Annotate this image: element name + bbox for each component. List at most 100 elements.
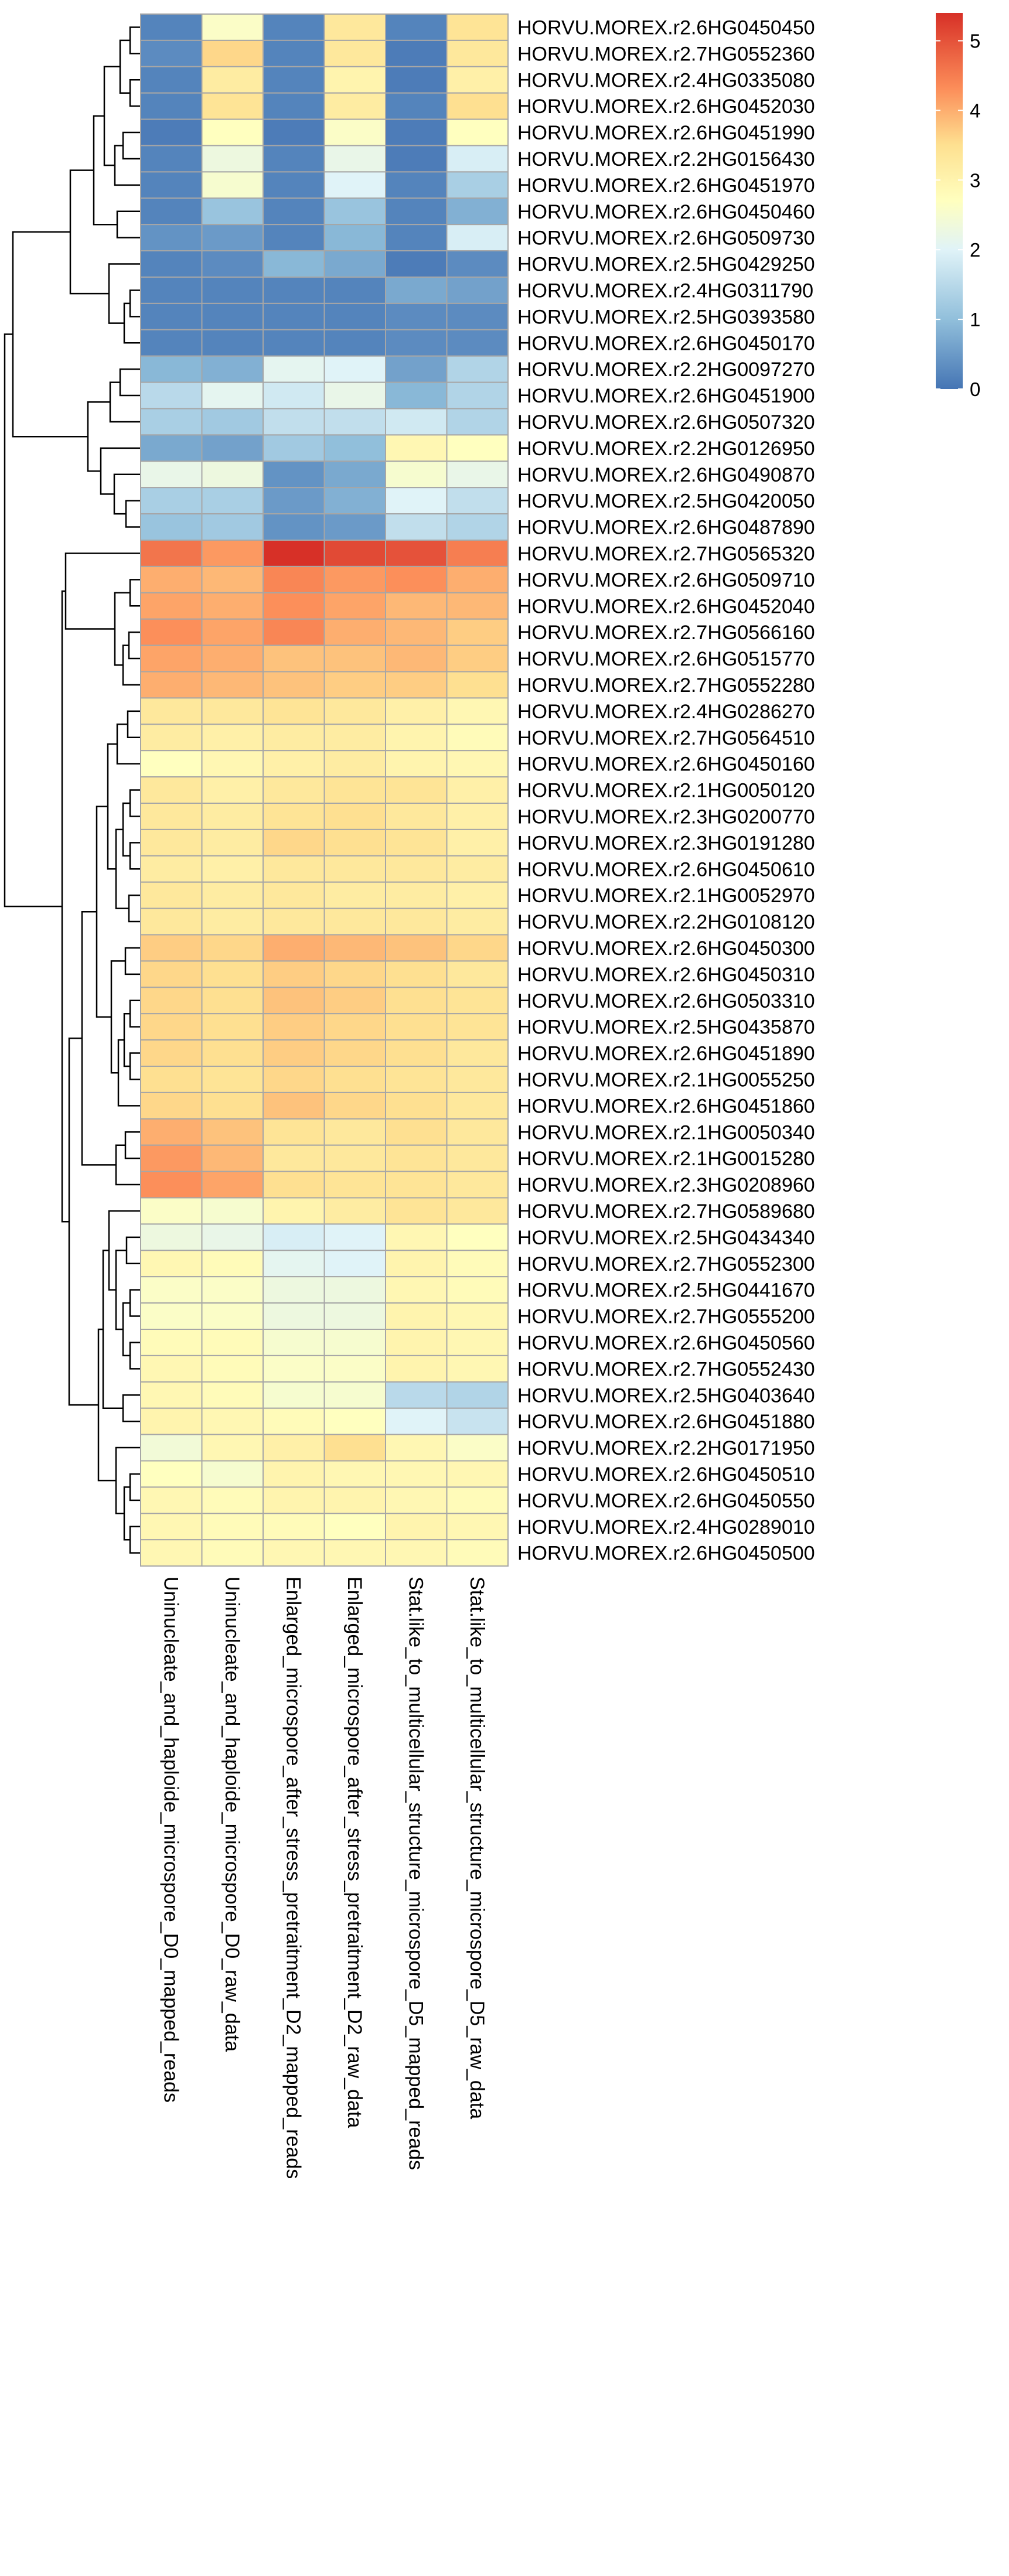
heatmap-cell — [263, 724, 325, 752]
heatmap-cell — [263, 381, 325, 410]
heatmap-cell — [140, 250, 203, 278]
heatmap-cell — [446, 1250, 509, 1278]
row-label: HORVU.MOREX.r2.5HG0441670 — [517, 1280, 815, 1302]
row-label: HORVU.MOREX.r2.5HG0435870 — [517, 1016, 815, 1039]
row-label: HORVU.MOREX.r2.2HG0097270 — [517, 359, 815, 381]
heatmap-cell — [263, 1171, 325, 1199]
heatmap-cell — [323, 540, 386, 567]
heatmap-cell — [263, 1066, 325, 1093]
dendrogram-branch — [100, 447, 141, 495]
heatmap-cell — [323, 960, 386, 988]
row-label: HORVU.MOREX.r2.5HG0434340 — [517, 1227, 815, 1249]
heatmap-cell — [385, 1118, 448, 1146]
heatmap-cell — [140, 934, 203, 962]
heatmap-cell — [385, 1513, 448, 1541]
dendrogram-branch — [129, 1526, 141, 1554]
row-label: HORVU.MOREX.r2.7HG0552360 — [517, 43, 815, 65]
row-label: HORVU.MOREX.r2.6HG0503310 — [517, 990, 815, 1012]
row-label: HORVU.MOREX.r2.2HG0126950 — [517, 438, 815, 460]
heatmap-cell — [385, 92, 448, 120]
heatmap-cell — [446, 1434, 509, 1462]
heatmap-cell — [446, 828, 509, 857]
heatmap-cell — [140, 1539, 203, 1567]
dendrogram-branch — [122, 644, 141, 686]
heatmap-cell — [140, 1276, 203, 1304]
heatmap-cell — [140, 960, 203, 988]
heatmap-cell — [140, 434, 203, 462]
heatmap-cell — [385, 381, 448, 410]
heatmap-cell — [446, 697, 509, 725]
heatmap-cell — [140, 1302, 203, 1330]
heatmap-cell — [323, 302, 386, 330]
heatmap-cell — [446, 250, 509, 278]
heatmap-cell — [385, 1250, 448, 1278]
heatmap-cell — [201, 644, 264, 673]
dendrogram-branch — [4, 333, 62, 907]
dendrogram-branch — [87, 401, 110, 472]
heatmap-cell — [263, 1460, 325, 1488]
heatmap-cell — [385, 697, 448, 725]
heatmap-cell — [263, 487, 325, 515]
heatmap-cell — [201, 1460, 264, 1488]
heatmap-cell — [446, 1039, 509, 1067]
heatmap-cell — [385, 1171, 448, 1199]
row-label: HORVU.MOREX.r2.5HG0403640 — [517, 1384, 815, 1407]
heatmap-cell — [446, 381, 509, 410]
heatmap-cell — [201, 907, 264, 936]
row-label: HORVU.MOREX.r2.7HG0589680 — [517, 1200, 815, 1223]
heatmap-cell — [446, 907, 509, 936]
heatmap-cell — [140, 1013, 203, 1041]
row-label: HORVU.MOREX.r2.4HG0289010 — [517, 1516, 815, 1538]
heatmap-cell — [263, 855, 325, 883]
heatmap-cell — [385, 1144, 448, 1172]
heatmap-cell — [201, 1302, 264, 1330]
heatmap-cell — [263, 355, 325, 383]
dendrogram-branch — [115, 1446, 141, 1514]
heatmap-cell — [140, 855, 203, 883]
heatmap-cell — [263, 513, 325, 541]
heatmap-cell — [263, 828, 325, 857]
dendrogram-branch — [129, 789, 141, 817]
heatmap-cell — [263, 197, 325, 226]
heatmap-cell — [446, 987, 509, 1015]
row-label: HORVU.MOREX.r2.4HG0286270 — [517, 701, 815, 723]
heatmap-cell — [263, 1250, 325, 1278]
heatmap-cell — [385, 1486, 448, 1514]
heatmap-cell — [446, 1197, 509, 1225]
heatmap-cell — [323, 145, 386, 173]
heatmap-cell — [446, 1329, 509, 1356]
heatmap-cell — [323, 118, 386, 146]
heatmap-cell — [385, 277, 448, 304]
heatmap-cell — [323, 618, 386, 646]
heatmap-cell — [263, 408, 325, 436]
heatmap-cell — [385, 750, 448, 778]
heatmap-cell — [385, 513, 448, 541]
heatmap-cell — [201, 1329, 264, 1356]
heatmap-cell — [140, 1250, 203, 1278]
heatmap-cell — [323, 1354, 386, 1383]
heatmap-cell — [201, 1039, 264, 1067]
row-dendrogram — [4, 26, 141, 1554]
row-label: HORVU.MOREX.r2.6HG0451880 — [517, 1411, 815, 1433]
heatmap-cell — [140, 1513, 203, 1541]
heatmap-cell — [323, 697, 386, 725]
heatmap-cell — [201, 197, 264, 226]
heatmap-cell — [323, 1513, 386, 1541]
dendrogram-branch — [61, 590, 69, 1223]
legend-tick-label: 0 — [970, 378, 980, 400]
dendrogram-branch — [129, 1473, 141, 1502]
row-label: HORVU.MOREX.r2.6HG0451990 — [517, 122, 815, 144]
heatmap-cell — [385, 250, 448, 278]
heatmap-cell — [446, 355, 509, 383]
heatmap-cell — [385, 1434, 448, 1462]
heatmap-cell — [323, 724, 386, 752]
heatmap-cell — [446, 855, 509, 883]
heatmap-cell — [385, 907, 448, 936]
heatmap-cell — [323, 671, 386, 699]
dendrogram-branch — [93, 115, 117, 226]
heatmap-cell — [446, 1276, 509, 1304]
heatmap-cell — [385, 776, 448, 804]
heatmap-cell — [263, 277, 325, 304]
heatmap-cell — [385, 1039, 448, 1067]
heatmap-cell — [263, 803, 325, 830]
